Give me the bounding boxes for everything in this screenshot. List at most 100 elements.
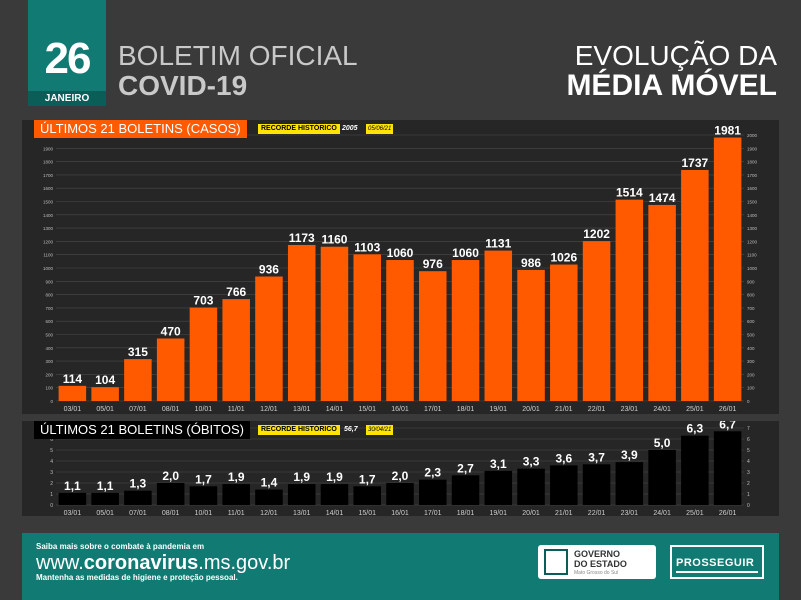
deaths-chart: 00112233445566771,103/011,105/011,307/01… <box>50 421 750 516</box>
cases-category-label: 12/01 <box>260 406 278 413</box>
cases-value-label: 315 <box>128 345 148 359</box>
deaths-bar <box>517 468 545 505</box>
cases-ytick-left: 1500 <box>43 200 54 205</box>
cases-ytick-right: 1200 <box>747 239 758 244</box>
cases-value-label: 1514 <box>616 186 643 200</box>
prosseguir-underline <box>676 571 758 573</box>
state-crest-icon <box>544 549 568 575</box>
cases-bar <box>550 264 578 401</box>
cases-bar <box>353 254 381 401</box>
cases-ytick-left: 1600 <box>43 186 54 191</box>
cases-ytick-left: 1700 <box>43 173 54 178</box>
cases-bar <box>222 299 250 401</box>
cases-value-label: 703 <box>193 294 213 308</box>
deaths-ytick-right: 7 <box>747 426 750 432</box>
cases-category-label: 21/01 <box>555 406 573 413</box>
deaths-bar <box>58 492 87 505</box>
cases-value-label: 1173 <box>289 231 315 245</box>
deaths-bar <box>550 465 578 505</box>
coronavirus-link[interactable]: www.coronavirus.ms.gov.br <box>36 552 290 575</box>
cases-bar <box>91 387 119 401</box>
cases-bar <box>484 250 513 401</box>
deaths-value-label: 3,3 <box>523 455 540 469</box>
cases-bar <box>419 271 447 401</box>
deaths-value-label: 1,7 <box>195 472 212 486</box>
cases-ytick-left: 400 <box>45 346 53 351</box>
cases-value-label: 1474 <box>649 191 676 205</box>
deaths-ytick-right: 4 <box>747 459 750 465</box>
chart-heading-line1: EVOLUÇÃO DA <box>574 40 777 71</box>
cases-ytick-right: 1700 <box>747 173 758 178</box>
deaths-ytick-right: 0 <box>747 503 750 509</box>
cases-chart: 0 0 100 100 200 200 300 300 400 400 500 500 600 600 70… <box>43 124 758 413</box>
cases-ytick-right: 500 <box>747 333 755 338</box>
cases-record-value: 2005 <box>342 125 358 132</box>
cases-value-label: 470 <box>161 324 181 338</box>
cases-category-label: 26/01 <box>719 406 737 413</box>
deaths-value-label: 2,3 <box>424 466 441 480</box>
footer-note: Mantenha as medidas de higiene e proteçã… <box>36 573 238 582</box>
footer: Saiba mais sobre o combate à pandemia em… <box>22 533 779 600</box>
cases-ytick-left: 800 <box>45 293 53 298</box>
cases-category-label: 15/01 <box>358 406 376 413</box>
cases-bar <box>156 338 185 401</box>
deaths-value-label: 1,9 <box>228 470 245 484</box>
cases-category-label: 07/01 <box>129 406 147 413</box>
cases-category-label: 05/01 <box>96 406 114 413</box>
cases-ytick-left: 500 <box>45 333 53 338</box>
cases-category-label: 22/01 <box>588 406 606 413</box>
deaths-category-label: 24/01 <box>653 510 671 516</box>
cases-bar <box>615 199 644 401</box>
cases-value-label: 1160 <box>321 233 347 247</box>
cases-bar <box>255 276 283 401</box>
cases-value-label: 1103 <box>354 240 380 254</box>
cases-value-label: 1981 <box>714 124 741 138</box>
cases-value-label: 1026 <box>550 251 577 265</box>
cases-ytick-right: 300 <box>747 359 755 364</box>
gov-line1: GOVERNO <box>574 549 621 559</box>
deaths-value-label: 3,1 <box>490 457 507 471</box>
cases-bar <box>517 269 545 401</box>
cases-value-label: 986 <box>521 256 541 270</box>
deaths-ytick-left: 1 <box>50 492 53 498</box>
deaths-category-label: 18/01 <box>457 510 475 516</box>
deaths-value-label: 5,0 <box>654 436 671 450</box>
cases-ytick-right: 800 <box>747 293 755 298</box>
deaths-category-label: 05/01 <box>96 510 114 516</box>
deaths-ytick-right: 1 <box>747 492 750 498</box>
cases-bar <box>58 385 87 401</box>
cases-ytick-left: 900 <box>45 279 53 284</box>
deaths-ytick-left: 3 <box>50 470 53 476</box>
cases-ytick-right: 1800 <box>747 160 758 165</box>
deaths-ytick-left: 0 <box>50 503 53 509</box>
cases-ytick-left: 1000 <box>43 266 54 271</box>
deaths-value-label: 6,7 <box>719 421 736 431</box>
deaths-value-label: 2,0 <box>392 469 409 483</box>
cases-ytick-left: 600 <box>45 319 53 324</box>
prosseguir-text: PROSSEGUIR <box>676 557 755 569</box>
deaths-bar <box>255 489 283 505</box>
deaths-value-label: 2,0 <box>162 469 179 483</box>
deaths-value-label: 1,1 <box>64 479 81 493</box>
deaths-category-label: 20/01 <box>522 510 540 516</box>
cases-bar <box>386 260 414 401</box>
cases-category-label: 19/01 <box>490 406 508 413</box>
cases-ytick-left: 200 <box>45 372 53 377</box>
deaths-category-label: 19/01 <box>490 510 508 516</box>
cases-bar <box>124 359 152 401</box>
cases-category-label: 17/01 <box>424 406 442 413</box>
deaths-bar <box>353 486 381 505</box>
deaths-bar <box>419 479 447 505</box>
cases-bar <box>648 204 676 401</box>
deaths-bar <box>189 486 218 505</box>
cases-ytick-right: 1400 <box>747 213 758 218</box>
bulletin-title: BOLETIM OFICIAL <box>118 40 358 71</box>
government-logo: GOVERNO DO ESTADO Mato Grosso do Sul <box>538 545 656 579</box>
cases-ytick-left: 1400 <box>43 213 54 218</box>
date-month: JANEIRO <box>28 91 106 106</box>
deaths-bar <box>124 490 152 505</box>
cases-value-label: 1060 <box>387 246 414 260</box>
deaths-bar <box>615 462 644 505</box>
url-prefix: www. <box>36 552 84 574</box>
cases-category-label: 20/01 <box>522 406 540 413</box>
